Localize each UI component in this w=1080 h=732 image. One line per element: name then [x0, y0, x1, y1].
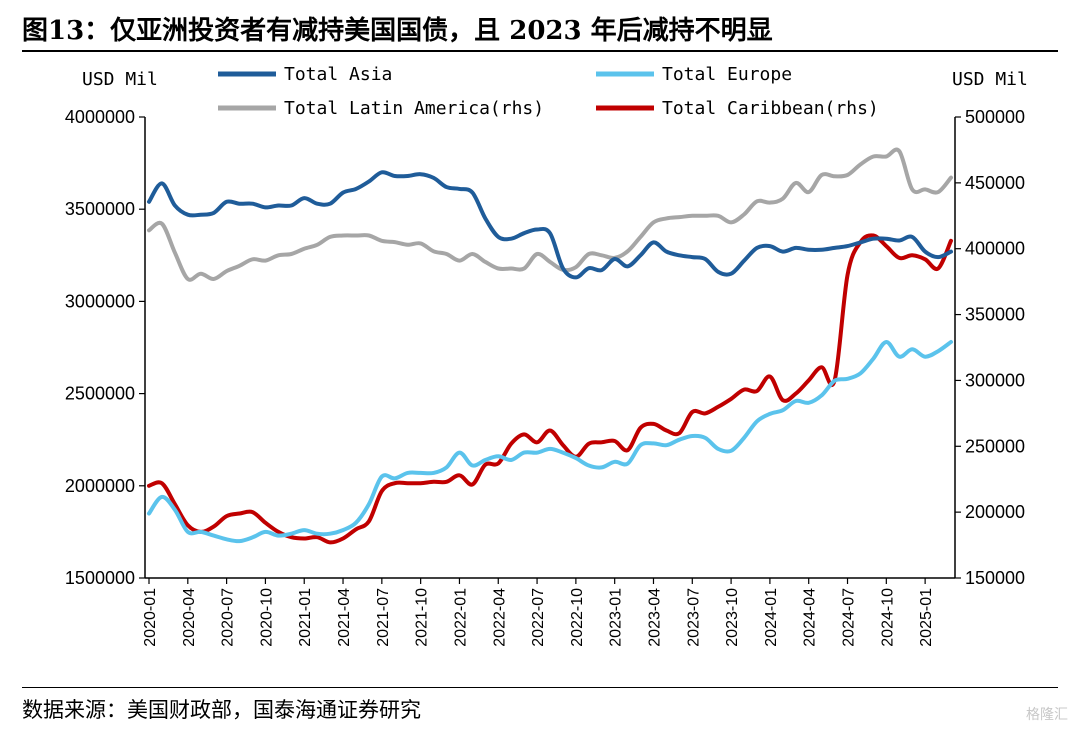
source-rule [22, 687, 1058, 688]
left-tick-label: 2500000 [65, 384, 135, 404]
left-tick-label: 1500000 [65, 568, 135, 588]
x-tick-label: 2024-07 [841, 588, 858, 647]
x-tick-label: 2022-10 [569, 588, 586, 647]
x-tick-label: 2021-10 [414, 588, 431, 647]
x-tick-label: 2024-01 [763, 588, 780, 647]
x-tick-label: 2020-04 [181, 588, 198, 647]
x-tick-label: 2023-07 [685, 588, 702, 647]
right-tick-label: 500000 [965, 107, 1025, 127]
x-tick-label: 2022-07 [530, 588, 547, 647]
x-tick-label: 2020-07 [220, 588, 237, 647]
source-note: 数据来源：美国财政部，国泰海通证券研究 [22, 698, 421, 722]
axes: 1500000 2000000 2500000 3000000 3500000 40000… [65, 107, 1025, 647]
legend-label-total-asia: Total Asia [284, 64, 392, 85]
series-line-total-latin-america [147, 147, 953, 282]
series-line-total-caribbean [147, 233, 953, 545]
left-tick-label: 4000000 [65, 107, 135, 127]
right-tick-label: 400000 [965, 239, 1025, 259]
x-tick-label: 2020-10 [258, 588, 275, 647]
watermark: 格隆汇 [1026, 707, 1068, 723]
x-tick-label: 2020-01 [142, 588, 159, 647]
right-axis-unit: USD Mil [952, 69, 1028, 90]
legend-label-total-latin-america: Total Latin America(rhs) [284, 98, 544, 119]
chart-legend: Total Asia Total Europe Total Latin Americ… [218, 64, 879, 119]
right-tick-label: 350000 [965, 305, 1025, 325]
chart-title: 图13：仅亚洲投资者有减持美国国债，且 2023 年后减持不明显 [22, 16, 773, 46]
left-axis-unit: USD Mil [82, 69, 158, 90]
left-tick-label: 3000000 [65, 291, 135, 311]
x-tick-label: 2023-04 [646, 588, 663, 647]
x-tick-label: 2023-01 [608, 588, 625, 647]
left-tick-label: 3500000 [65, 199, 135, 219]
right-tick-label: 300000 [965, 370, 1025, 390]
right-tick-label: 150000 [965, 568, 1025, 588]
series-layer [147, 147, 953, 545]
legend-label-total-caribbean: Total Caribbean(rhs) [662, 98, 879, 119]
x-tick-label: 2022-04 [491, 588, 508, 647]
right-tick-label: 200000 [965, 502, 1025, 522]
left-tick-label: 2000000 [65, 476, 135, 496]
series-line-total-asia [147, 170, 953, 280]
x-tick-label: 2021-07 [375, 588, 392, 647]
title-rule [22, 50, 1058, 52]
x-tick-label: 2024-10 [879, 588, 896, 647]
x-tick-label: 2022-01 [452, 588, 469, 647]
series-line-total-europe [147, 340, 953, 544]
x-tick-label: 2025-01 [918, 588, 935, 647]
x-tick-label: 2021-04 [336, 588, 353, 647]
x-tick-label: 2023-10 [724, 588, 741, 647]
right-tick-label: 250000 [965, 436, 1025, 456]
right-tick-label: 450000 [965, 173, 1025, 193]
legend-label-total-europe: Total Europe [662, 64, 792, 85]
x-tick-label: 2021-01 [297, 588, 314, 647]
x-tick-label: 2024-04 [802, 588, 819, 647]
